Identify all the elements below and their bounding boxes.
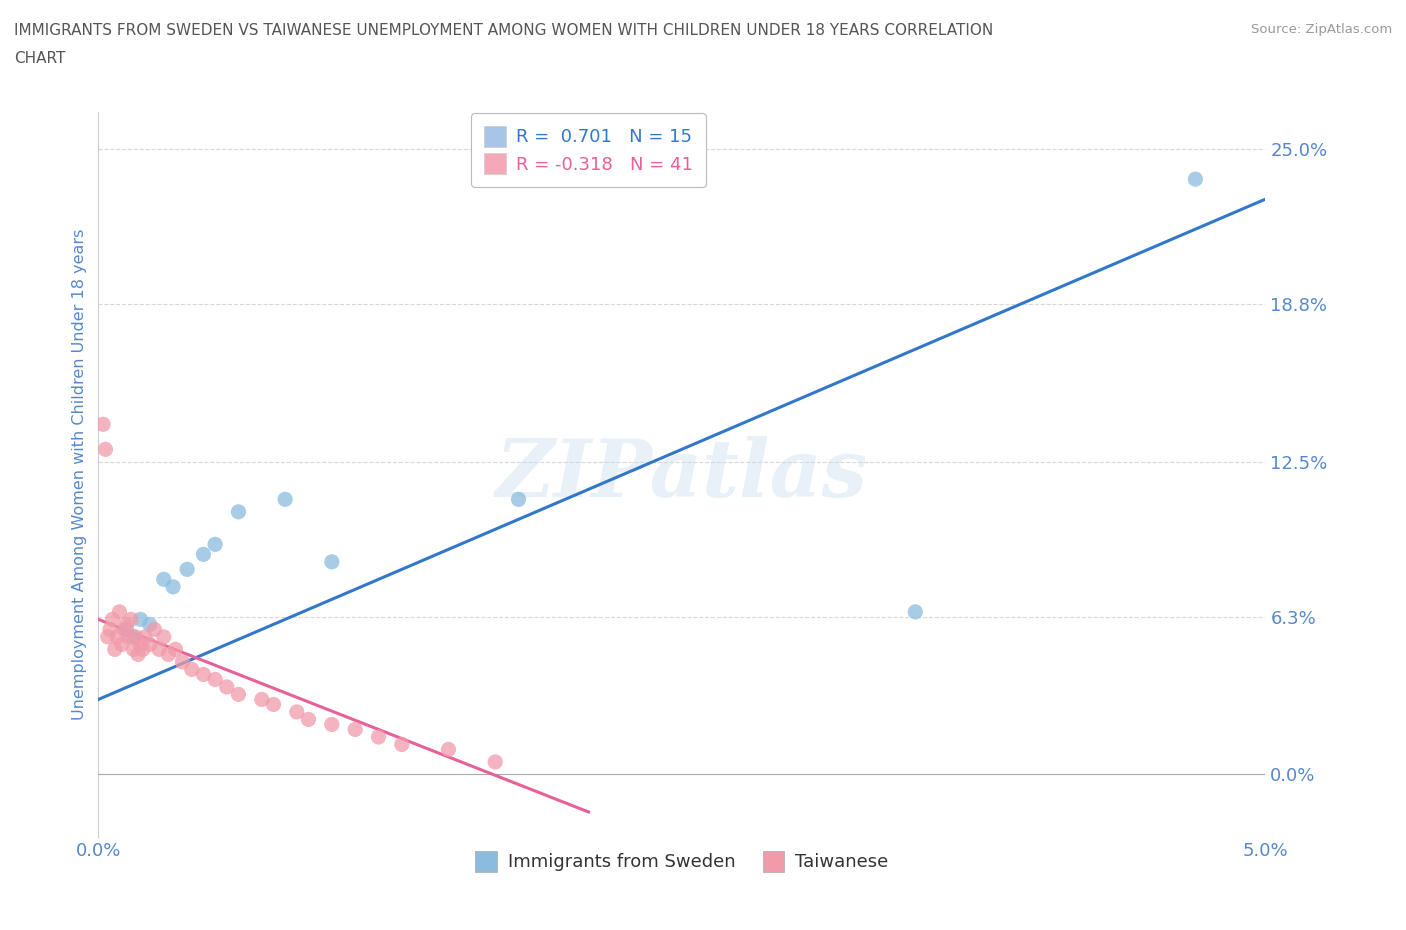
- Point: [129, 612, 152, 627]
- Point: [143, 622, 166, 637]
- Point: [484, 754, 506, 769]
- Point: [132, 642, 155, 657]
- Point: [437, 742, 460, 757]
- Point: [152, 572, 174, 587]
- Point: [367, 729, 389, 744]
- Point: [1184, 172, 1206, 187]
- Point: [228, 504, 250, 519]
- Point: [122, 642, 145, 657]
- Point: [904, 604, 927, 619]
- Point: [139, 617, 162, 631]
- Point: [157, 647, 180, 662]
- Point: [193, 547, 215, 562]
- Point: [215, 680, 238, 695]
- Point: [391, 737, 413, 751]
- Point: [134, 630, 156, 644]
- Point: [139, 637, 162, 652]
- Point: [98, 622, 121, 637]
- Point: [162, 579, 184, 594]
- Point: [91, 417, 114, 432]
- Point: [111, 637, 134, 652]
- Point: [97, 630, 120, 644]
- Point: [321, 717, 343, 732]
- Point: [172, 655, 194, 670]
- Point: [115, 622, 138, 637]
- Point: [321, 554, 343, 569]
- Point: [344, 722, 367, 737]
- Point: [165, 642, 187, 657]
- Point: [118, 630, 141, 644]
- Text: ZIPatlas: ZIPatlas: [496, 435, 868, 513]
- Point: [152, 630, 174, 644]
- Text: Source: ZipAtlas.com: Source: ZipAtlas.com: [1251, 23, 1392, 36]
- Point: [129, 637, 152, 652]
- Point: [180, 662, 202, 677]
- Point: [285, 705, 308, 720]
- Point: [120, 612, 142, 627]
- Point: [122, 630, 145, 644]
- Point: [108, 604, 131, 619]
- Point: [105, 630, 128, 644]
- Point: [263, 697, 285, 711]
- Point: [125, 630, 148, 644]
- Point: [204, 537, 226, 551]
- Point: [193, 667, 215, 682]
- Point: [204, 672, 226, 687]
- Point: [274, 492, 297, 507]
- Legend: Immigrants from Sweden, Taiwanese: Immigrants from Sweden, Taiwanese: [464, 840, 900, 883]
- Point: [148, 642, 170, 657]
- Point: [112, 622, 135, 637]
- Point: [228, 687, 250, 702]
- Text: IMMIGRANTS FROM SWEDEN VS TAIWANESE UNEMPLOYMENT AMONG WOMEN WITH CHILDREN UNDER: IMMIGRANTS FROM SWEDEN VS TAIWANESE UNEM…: [14, 23, 993, 38]
- Point: [94, 442, 117, 457]
- Point: [176, 562, 198, 577]
- Point: [101, 612, 124, 627]
- Point: [508, 492, 530, 507]
- Point: [104, 642, 127, 657]
- Point: [250, 692, 273, 707]
- Text: CHART: CHART: [14, 51, 66, 66]
- Point: [127, 647, 149, 662]
- Point: [297, 712, 319, 727]
- Y-axis label: Unemployment Among Women with Children Under 18 years: Unemployment Among Women with Children U…: [72, 229, 87, 720]
- Point: [115, 617, 138, 631]
